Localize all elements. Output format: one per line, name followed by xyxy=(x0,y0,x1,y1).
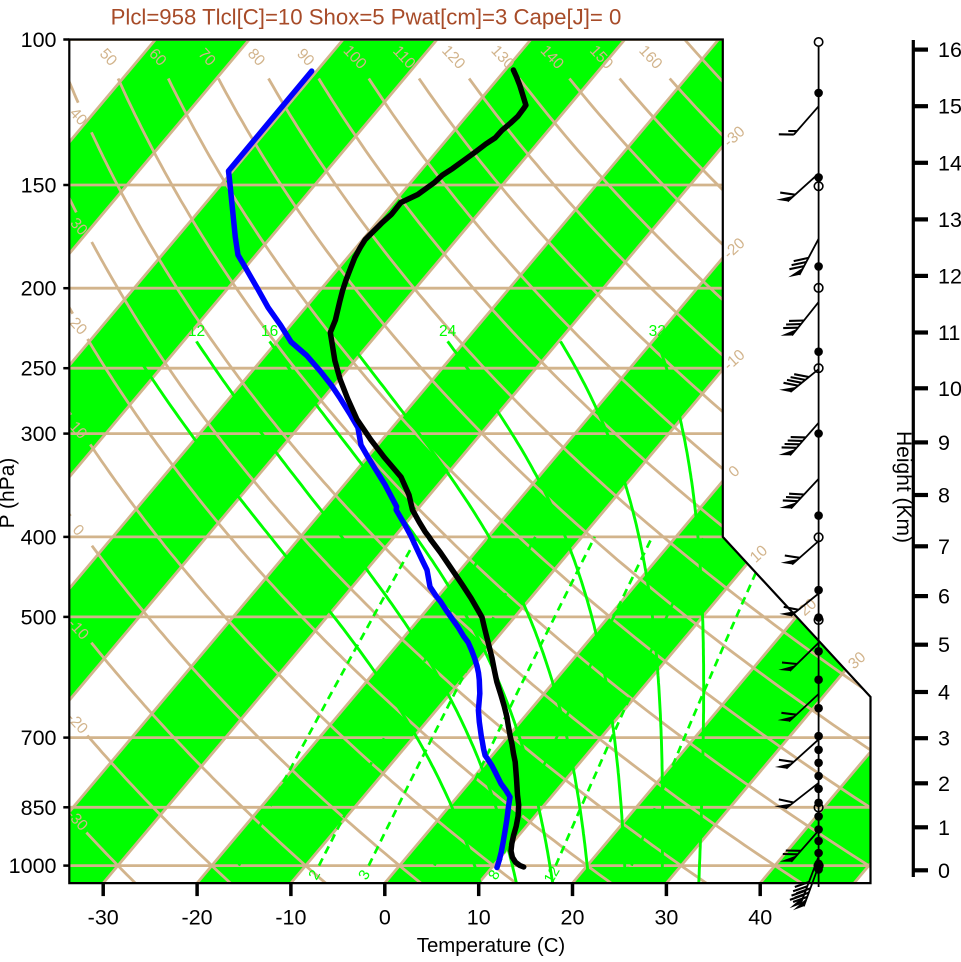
svg-text:0: 0 xyxy=(938,859,950,883)
svg-text:700: 700 xyxy=(21,726,57,750)
svg-text:-20: -20 xyxy=(182,906,213,930)
svg-text:20: 20 xyxy=(561,906,585,930)
svg-text:11: 11 xyxy=(938,321,960,345)
svg-text:300: 300 xyxy=(21,422,57,446)
svg-text:14: 14 xyxy=(938,151,961,175)
svg-text:13: 13 xyxy=(938,208,961,232)
svg-text:15: 15 xyxy=(938,95,961,119)
svg-text:6: 6 xyxy=(938,585,950,609)
svg-text:30: 30 xyxy=(654,906,678,930)
svg-text:150: 150 xyxy=(21,174,57,198)
svg-text:-10: -10 xyxy=(275,906,306,930)
svg-text:-30: -30 xyxy=(88,906,119,930)
svg-text:200: 200 xyxy=(21,277,57,301)
svg-text:40: 40 xyxy=(748,906,772,930)
svg-text:P (hPa): P (hPa) xyxy=(0,458,19,529)
svg-text:12: 12 xyxy=(188,323,205,340)
svg-text:0: 0 xyxy=(379,906,391,930)
svg-text:250: 250 xyxy=(21,357,57,381)
svg-text:1000: 1000 xyxy=(9,854,57,878)
svg-text:10: 10 xyxy=(938,377,961,401)
svg-text:5: 5 xyxy=(938,633,950,657)
svg-text:4: 4 xyxy=(938,681,950,705)
svg-text:3: 3 xyxy=(938,727,950,751)
svg-text:500: 500 xyxy=(21,605,57,629)
svg-text:Temperature (C): Temperature (C) xyxy=(417,935,565,957)
svg-text:9: 9 xyxy=(938,431,950,455)
svg-text:16: 16 xyxy=(938,38,961,62)
svg-text:1: 1 xyxy=(938,816,950,840)
svg-text:24: 24 xyxy=(439,323,457,340)
svg-text:8: 8 xyxy=(938,484,950,508)
svg-text:16: 16 xyxy=(261,323,278,340)
svg-text:12: 12 xyxy=(938,264,961,288)
svg-text:400: 400 xyxy=(21,525,57,549)
svg-text:100: 100 xyxy=(21,28,57,52)
svg-text:10: 10 xyxy=(467,906,491,930)
svg-text:Height (Km): Height (Km) xyxy=(892,431,915,543)
svg-text:7: 7 xyxy=(938,535,950,559)
svg-text:2: 2 xyxy=(938,772,950,796)
svg-text:850: 850 xyxy=(21,796,57,820)
svg-text:32: 32 xyxy=(649,323,666,340)
svg-text:Plcl=958 Tlcl[C]=10 Shox=5 Pwa: Plcl=958 Tlcl[C]=10 Shox=5 Pwat[cm]=3 Ca… xyxy=(111,5,622,30)
